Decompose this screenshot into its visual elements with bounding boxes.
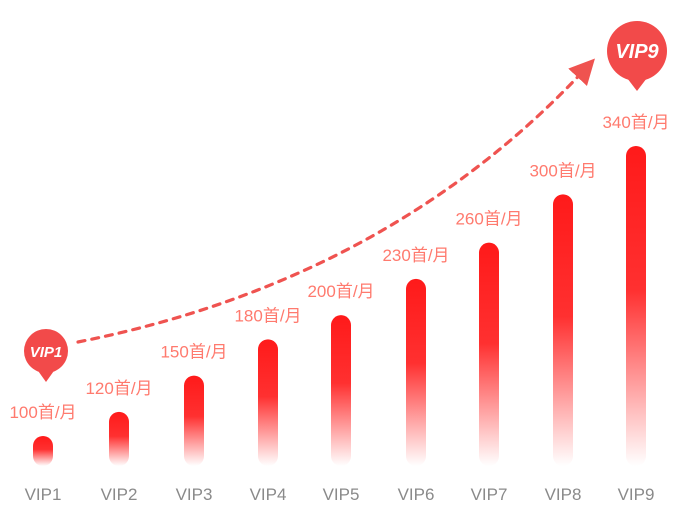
end-pin-label: VIP9	[615, 41, 659, 63]
data-label-vip3: 150首/月	[160, 343, 227, 362]
data-label-vip4: 180首/月	[234, 306, 301, 325]
bars-group	[33, 146, 646, 467]
bar-vip4	[258, 339, 278, 466]
bar-vip1	[33, 436, 53, 466]
bar-vip9	[626, 146, 646, 466]
x-tick-vip7: VIP7	[471, 485, 508, 504]
x-tick-vip2: VIP2	[101, 485, 138, 504]
bar-vip3	[184, 375, 204, 466]
end-pin-icon: VIP9	[607, 21, 667, 91]
data-label-vip2: 120首/月	[85, 379, 152, 398]
data-label-vip5: 200首/月	[307, 282, 374, 301]
x-axis-ticks: VIP1 VIP2 VIP3 VIP4 VIP5 VIP6 VIP7 VIP8 VIP9	[25, 485, 655, 504]
bar-vip6	[406, 278, 426, 466]
x-tick-vip8: VIP8	[545, 485, 582, 504]
data-label-vip8: 300首/月	[529, 161, 596, 180]
x-tick-vip3: VIP3	[176, 485, 213, 504]
x-tick-vip9: VIP9	[618, 485, 655, 504]
data-label-vip7: 260首/月	[455, 210, 522, 229]
start-pin-icon: VIP1	[24, 329, 68, 382]
x-tick-vip5: VIP5	[323, 485, 360, 504]
data-label-vip1: 100首/月	[9, 403, 76, 422]
bar-vip8	[553, 194, 573, 467]
x-tick-vip1: VIP1	[25, 485, 62, 504]
bar-vip5	[331, 315, 351, 466]
trend-arrow	[76, 58, 595, 344]
start-pin-label: VIP1	[30, 344, 63, 361]
x-tick-vip6: VIP6	[398, 485, 435, 504]
data-label-vip6: 230首/月	[382, 246, 449, 265]
x-tick-vip4: VIP4	[250, 485, 287, 504]
bar-vip7	[479, 242, 499, 466]
data-label-vip9: 340首/月	[602, 113, 669, 132]
data-labels-group: 100首/月 120首/月 150首/月 180首/月 200首/月 230首/月 260首…	[9, 113, 669, 422]
bar-vip2	[109, 411, 129, 466]
